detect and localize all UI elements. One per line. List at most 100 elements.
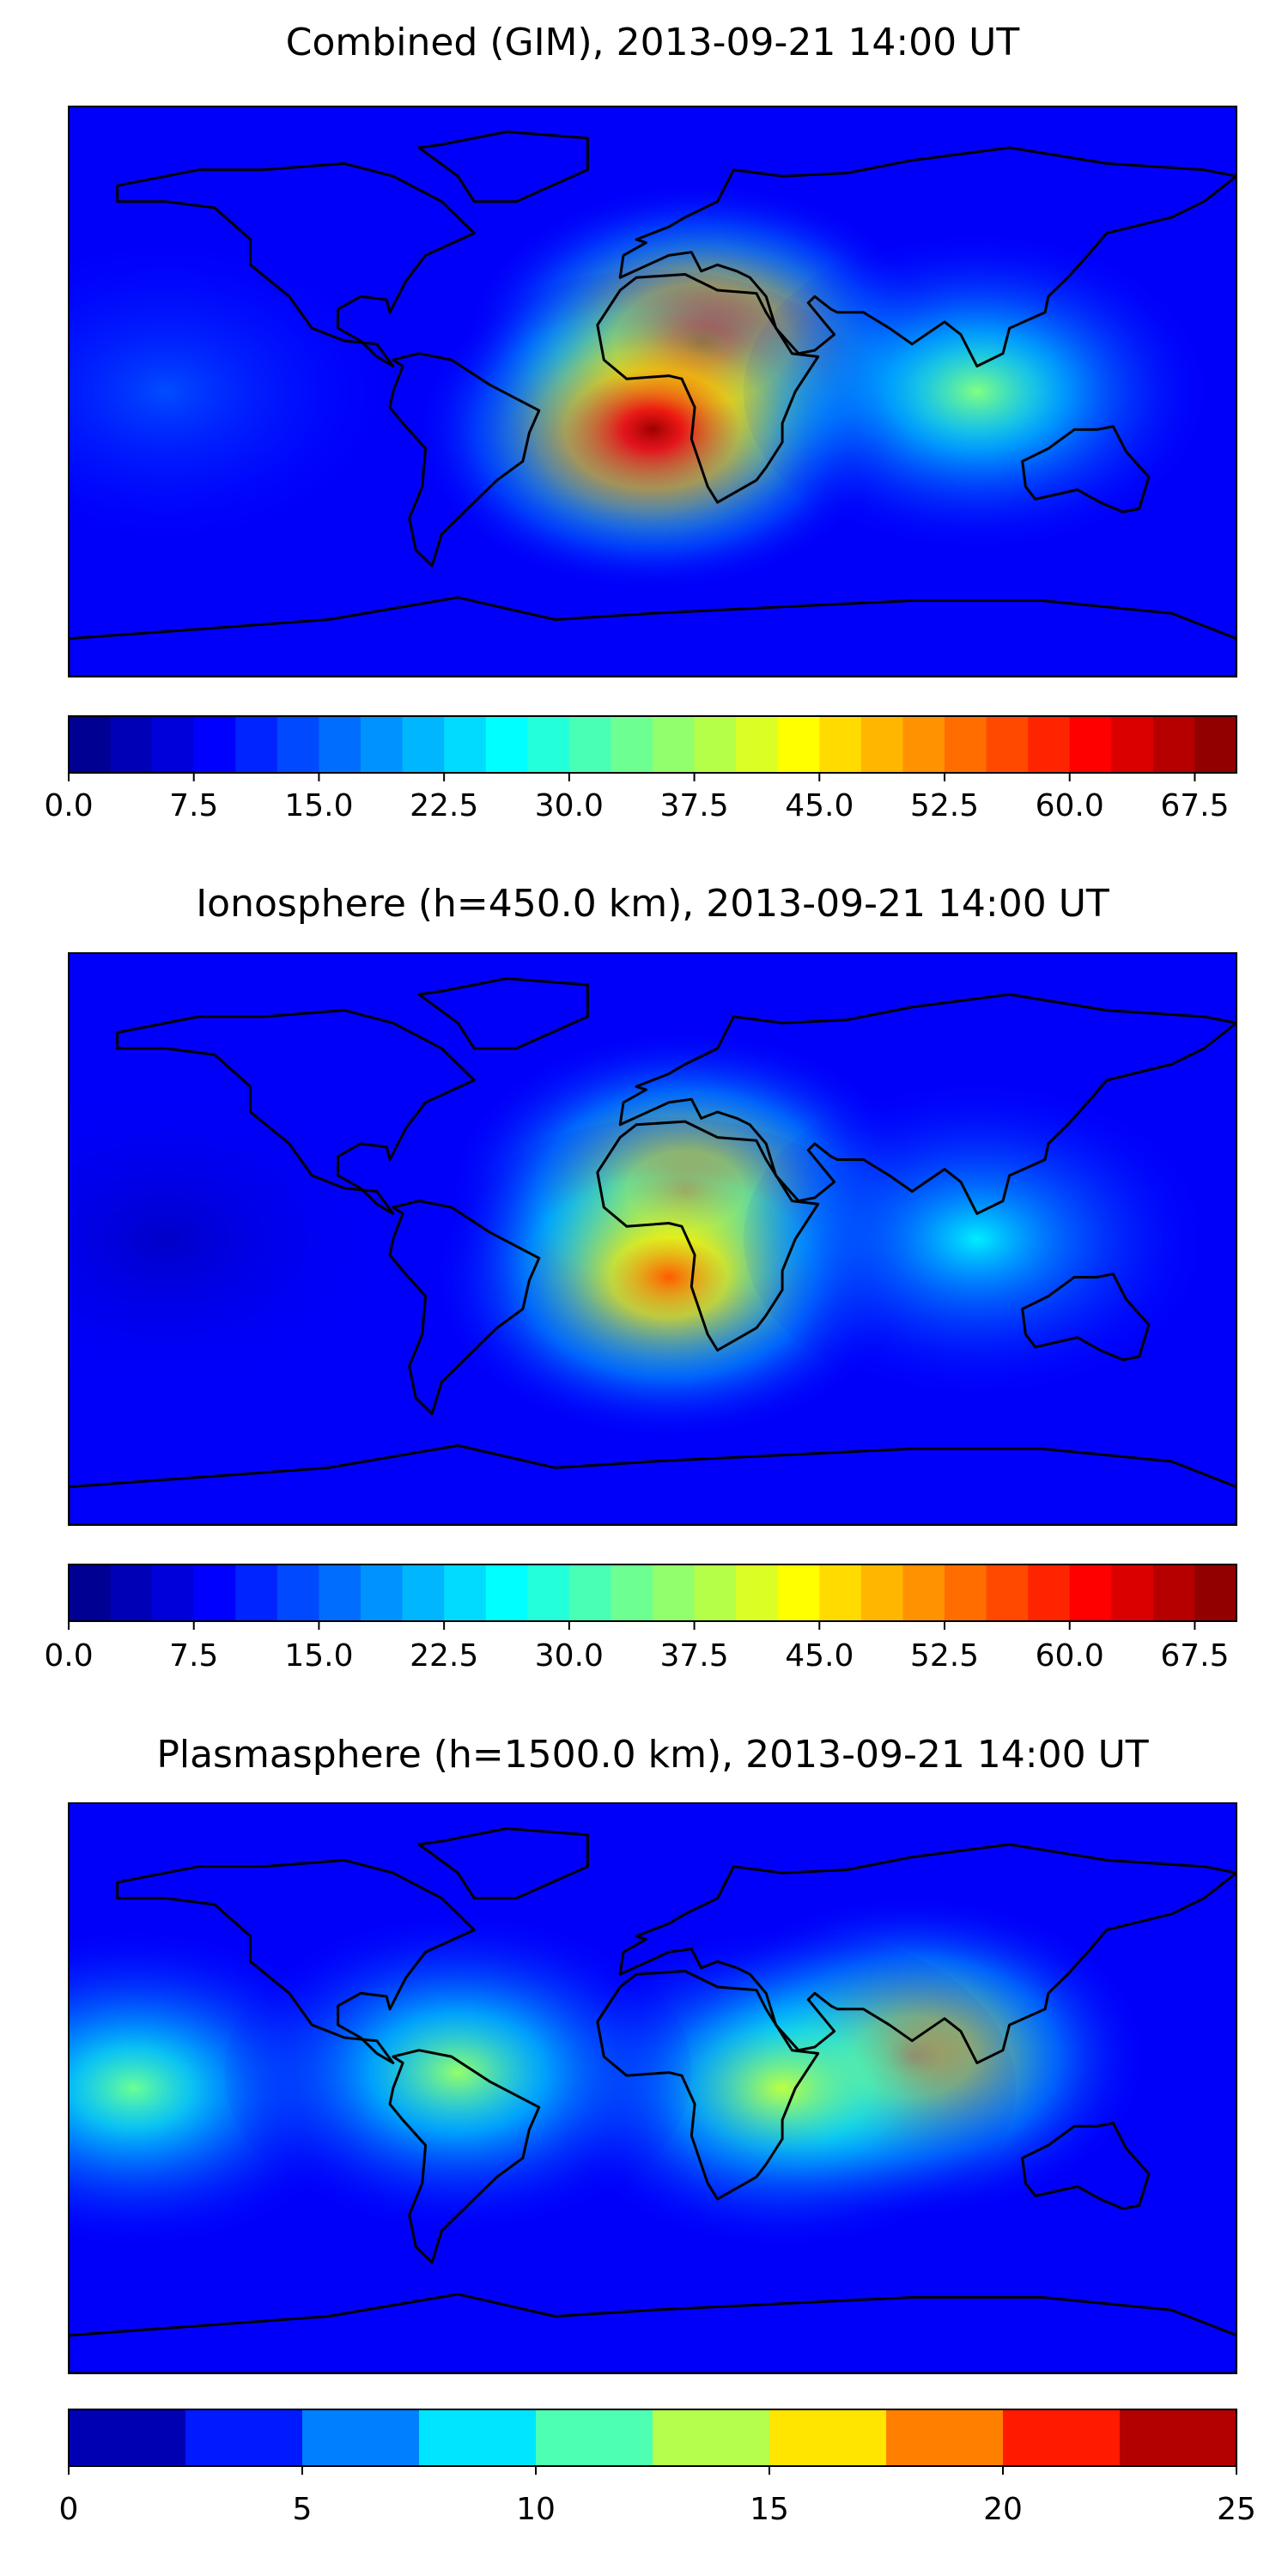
colorbar-bin bbox=[485, 1564, 528, 1621]
colorbar-bin bbox=[361, 1564, 404, 1621]
colorbar-bin bbox=[653, 1564, 696, 1621]
colorbar-bin bbox=[1069, 1564, 1112, 1621]
colorbar-bin bbox=[694, 716, 737, 773]
colorbar-bin bbox=[193, 716, 236, 773]
colorbar-bin bbox=[110, 1564, 153, 1621]
chart-title-2: Plasmasphere (h=1500.0 km), 2013-09-21 1… bbox=[156, 1733, 1148, 1777]
colorbar-tick-label: 0.0 bbox=[44, 1638, 93, 1674]
colorbar-tick-label: 67.5 bbox=[1160, 788, 1229, 823]
colorbar-tick-label: 67.5 bbox=[1160, 1638, 1229, 1674]
colorbar-bin bbox=[302, 2409, 420, 2466]
colorbar-bin bbox=[819, 716, 862, 773]
colorbar-bin bbox=[777, 716, 820, 773]
colorbar-bin bbox=[694, 1564, 737, 1621]
colorbar-bin bbox=[611, 716, 653, 773]
coastline bbox=[618, 993, 1236, 1215]
colorbar-tick-label: 0 bbox=[59, 2492, 79, 2527]
coastline bbox=[116, 161, 476, 368]
colorbar-bin bbox=[402, 1564, 445, 1621]
coastline bbox=[69, 2293, 1236, 2373]
coastline bbox=[388, 2049, 541, 2264]
coastline bbox=[596, 1970, 820, 2201]
field-peak bbox=[69, 1078, 400, 1400]
coastline bbox=[69, 1444, 1236, 1525]
colorbar-bin bbox=[1028, 716, 1071, 773]
colorbar-bin bbox=[945, 1564, 987, 1621]
colorbar-bin bbox=[902, 716, 945, 773]
field-peak bbox=[224, 1912, 692, 2233]
colorbar-bin bbox=[319, 716, 361, 773]
map-field-0 bbox=[69, 106, 1236, 677]
colorbar-tick-label: 20 bbox=[983, 2492, 1023, 2527]
colorbar-bin bbox=[69, 2409, 186, 2466]
colorbar-bin bbox=[860, 716, 904, 773]
colorbar-bin bbox=[110, 716, 153, 773]
colorbar-bin bbox=[1069, 716, 1112, 773]
colorbar-bin bbox=[860, 1564, 904, 1621]
coastline bbox=[618, 1843, 1236, 2064]
map-frame bbox=[68, 952, 1237, 1526]
chart-title-1: Ionosphere (h=450.0 km), 2013-09-21 14:0… bbox=[196, 882, 1109, 926]
colorbar-bin bbox=[152, 1564, 195, 1621]
colorbar-tick-label: 52.5 bbox=[910, 788, 979, 823]
colorbar-bin bbox=[902, 1564, 945, 1621]
colorbar-bin bbox=[568, 716, 612, 773]
colorbar-bin bbox=[527, 716, 570, 773]
colorbar-tick-label: 22.5 bbox=[410, 788, 478, 823]
coastline bbox=[417, 977, 589, 1050]
colorbar-tick-label: 15.0 bbox=[284, 788, 353, 823]
colorbar-bin bbox=[319, 1564, 361, 1621]
colorbar-bin bbox=[653, 2409, 770, 2466]
coastline bbox=[388, 352, 541, 568]
colorbar-bin bbox=[69, 716, 112, 773]
colorbar-bin bbox=[419, 2409, 537, 2466]
colorbar-frame bbox=[68, 2409, 1237, 2467]
colorbar-bin bbox=[1194, 716, 1237, 773]
colorbar-tick-label: 15 bbox=[750, 2492, 789, 2527]
coastline bbox=[417, 131, 589, 204]
colorbar-bin bbox=[945, 716, 987, 773]
map-frame bbox=[68, 106, 1237, 677]
colorbar-bin bbox=[777, 1564, 820, 1621]
map-field-1 bbox=[69, 953, 1236, 1525]
colorbar-bin bbox=[736, 1564, 779, 1621]
colorbar-bin bbox=[276, 1564, 320, 1621]
colorbar-bin bbox=[402, 716, 445, 773]
field-peak bbox=[69, 232, 400, 551]
colorbar-bin bbox=[276, 716, 320, 773]
colorbar-bin bbox=[769, 2409, 887, 2466]
colorbar-bin bbox=[611, 1564, 653, 1621]
colorbar-bin bbox=[193, 1564, 236, 1621]
colorbar-bin bbox=[235, 716, 278, 773]
colorbar-tick-label: 37.5 bbox=[659, 1638, 728, 1674]
coastline bbox=[618, 146, 1236, 368]
colorbar-bin bbox=[69, 1564, 112, 1621]
colorbar-frame bbox=[68, 1564, 1237, 1622]
coastline bbox=[417, 1827, 589, 1900]
colorbar-bin bbox=[1028, 1564, 1071, 1621]
colorbar-tick-label: 60.0 bbox=[1036, 788, 1104, 823]
colorbar-tick-label: 22.5 bbox=[410, 1638, 478, 1674]
coastline bbox=[1021, 1273, 1151, 1362]
colorbar-bin bbox=[1152, 716, 1196, 773]
colorbar-bin bbox=[1194, 1564, 1237, 1621]
colorbar-bin bbox=[886, 2409, 1004, 2466]
colorbar-bin bbox=[185, 2409, 303, 2466]
colorbar-tick-label: 5 bbox=[293, 2492, 313, 2527]
colorbar-tick-label: 30.0 bbox=[535, 1638, 604, 1674]
colorbar-bin bbox=[1111, 716, 1154, 773]
colorbar-bin bbox=[986, 1564, 1029, 1621]
colorbar-tick-label: 52.5 bbox=[910, 1638, 979, 1674]
colorbar-bin bbox=[485, 716, 528, 773]
colorbar-bin bbox=[736, 716, 779, 773]
colorbar-bin bbox=[1120, 2409, 1237, 2466]
map-field-2 bbox=[69, 1803, 1236, 2373]
coastline bbox=[1021, 2122, 1151, 2210]
coastline bbox=[596, 1120, 820, 1352]
colorbar-bin bbox=[986, 716, 1029, 773]
coastline bbox=[596, 273, 820, 504]
colorbar-bin bbox=[527, 1564, 570, 1621]
colorbar-bin bbox=[1003, 2409, 1121, 2466]
colorbar-bin bbox=[819, 1564, 862, 1621]
